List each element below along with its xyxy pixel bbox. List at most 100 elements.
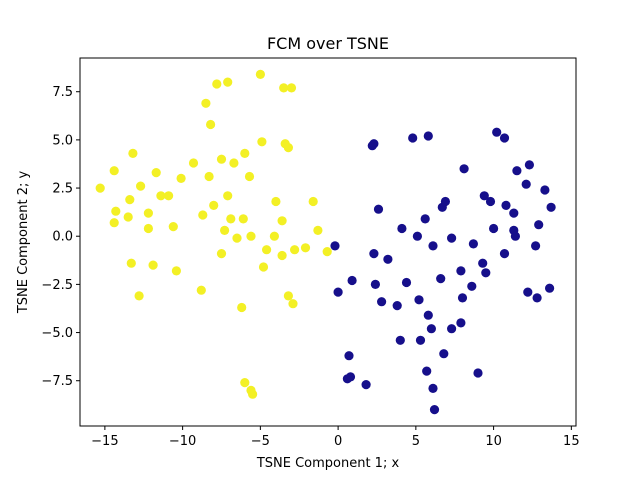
data-point <box>143 208 153 218</box>
data-point <box>240 148 250 158</box>
data-point <box>510 231 520 241</box>
data-point <box>164 191 174 201</box>
data-point <box>95 183 105 193</box>
data-point <box>408 133 418 143</box>
data-point <box>269 231 279 241</box>
data-point <box>109 218 119 228</box>
y-tick-label: 7.5 <box>52 85 73 100</box>
data-point <box>485 196 496 207</box>
data-point <box>198 210 208 220</box>
data-point <box>426 324 436 334</box>
x-tick-label: 0 <box>334 434 342 449</box>
plot-frame <box>79 57 577 427</box>
data-point <box>540 185 550 195</box>
data-point <box>369 139 379 149</box>
data-point <box>456 318 466 328</box>
data-point <box>288 299 298 309</box>
y-axis-title: TSNE Component 2; y <box>16 171 31 315</box>
data-point <box>501 200 511 210</box>
data-point <box>123 212 133 222</box>
data-point <box>171 266 181 276</box>
data-point <box>277 250 287 261</box>
data-point <box>521 179 531 189</box>
data-point <box>279 83 289 93</box>
data-point <box>322 247 332 257</box>
data-point <box>369 249 379 259</box>
data-point <box>383 254 393 264</box>
data-point <box>524 160 535 170</box>
data-point <box>509 208 519 218</box>
data-point <box>492 127 502 137</box>
data-point <box>330 241 340 251</box>
data-point <box>423 131 433 141</box>
x-tick-label: −10 <box>169 434 196 449</box>
x-tick-label: 10 <box>485 434 502 449</box>
data-point <box>257 137 267 147</box>
data-point <box>156 191 166 201</box>
data-point <box>136 181 146 191</box>
data-point <box>258 262 269 272</box>
data-point <box>473 368 483 378</box>
data-point <box>467 281 477 291</box>
data-point <box>223 191 233 201</box>
data-point <box>229 158 239 168</box>
data-point <box>246 231 256 241</box>
data-point <box>148 260 158 270</box>
data-point <box>216 154 227 164</box>
data-point <box>313 225 323 235</box>
data-point <box>545 283 555 293</box>
data-point <box>412 231 422 241</box>
data-point <box>237 302 247 313</box>
data-point <box>361 380 371 390</box>
data-point <box>428 383 438 393</box>
data-point <box>428 241 438 251</box>
data-point <box>414 295 424 305</box>
data-point <box>111 206 121 216</box>
data-point <box>286 83 297 93</box>
data-point <box>201 98 211 108</box>
x-tick-label: −5 <box>251 434 270 449</box>
data-point <box>423 310 433 320</box>
y-axis: −7.5 −5.0 −2.5 0.0 2.5 5.0 7.5 <box>41 85 80 389</box>
data-point <box>373 204 384 214</box>
data-point <box>534 220 544 230</box>
data-point <box>531 241 541 251</box>
data-point <box>499 249 510 259</box>
y-tick-label: 2.5 <box>52 182 73 197</box>
data-point <box>447 324 457 334</box>
data-point <box>232 233 242 243</box>
data-point <box>333 287 343 297</box>
data-point <box>128 148 138 158</box>
chart-title: FCM over TSNE <box>267 34 389 53</box>
data-point <box>206 119 216 130</box>
data-point <box>478 258 488 268</box>
data-point <box>220 225 230 235</box>
data-point <box>395 335 405 345</box>
data-point <box>271 196 281 207</box>
data-point <box>188 158 199 168</box>
data-point <box>212 79 222 89</box>
data-point <box>151 168 161 178</box>
data-point <box>345 372 356 382</box>
data-point <box>125 195 135 205</box>
data-point <box>344 351 354 361</box>
data-point <box>439 349 449 359</box>
data-point <box>283 143 293 153</box>
x-tick-label: 15 <box>563 434 580 449</box>
data-point <box>456 266 466 276</box>
data-point <box>429 405 440 415</box>
data-point <box>479 191 489 201</box>
data-point <box>216 249 227 259</box>
data-point <box>397 223 407 234</box>
data-point <box>244 171 255 182</box>
data-point <box>489 223 499 234</box>
data-point <box>262 245 272 255</box>
data-point <box>447 233 457 243</box>
data-point <box>204 171 214 182</box>
data-point <box>109 166 119 176</box>
data-point <box>248 389 258 399</box>
data-point <box>134 291 144 301</box>
data-point <box>512 166 522 176</box>
